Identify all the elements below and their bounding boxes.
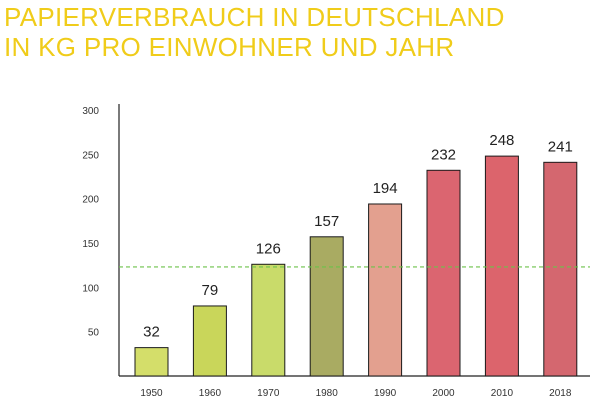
data-label-2018: 241	[548, 138, 573, 155]
chart-title-line-1: PAPIERVERBRAUCH IN DEUTSCHLAND	[4, 2, 505, 32]
data-labels: 32 79 126 157 194 232 248 241	[143, 132, 573, 341]
chart-title-line-2: IN KG PRO EINWOHNER UND JAHR	[4, 32, 455, 62]
bars	[134, 155, 578, 377]
y-tick-label-300: 300	[82, 106, 99, 117]
bar-2018	[543, 161, 578, 377]
x-tick-label-2010: 2010	[491, 388, 514, 399]
bar-2010	[484, 155, 519, 377]
y-tick-label-250: 250	[82, 150, 99, 161]
x-tick-label-1970: 1970	[257, 388, 280, 399]
x-tick-label-1960: 1960	[199, 388, 222, 399]
bar-1960	[192, 305, 227, 377]
x-tick-label-1950: 1950	[140, 388, 163, 399]
y-tick-label-200: 200	[82, 195, 99, 206]
data-label-1970: 126	[256, 240, 281, 257]
data-label-1980: 157	[314, 213, 339, 230]
x-tick-label-1990: 1990	[374, 388, 397, 399]
data-label-2010: 248	[489, 132, 514, 149]
x-tick-label-2000: 2000	[432, 388, 455, 399]
data-label-1990: 194	[373, 180, 398, 197]
chart-title: PAPIERVERBRAUCH IN DEUTSCHLAND IN KG PRO…	[4, 2, 505, 62]
x-axis-ticks: 1950 1960 1970 1980 1990 2000 2010 2018	[140, 388, 571, 399]
bar-2000	[426, 169, 461, 377]
x-tick-label-2018: 2018	[549, 388, 572, 399]
y-tick-label-150: 150	[82, 239, 99, 250]
bar-1950	[134, 347, 169, 377]
bar-1980	[309, 236, 344, 377]
data-label-1960: 79	[202, 282, 219, 299]
y-tick-label-50: 50	[88, 328, 100, 339]
y-tick-label-100: 100	[82, 283, 99, 294]
y-axis-ticks: 50 100 150 200 250 300	[82, 106, 99, 339]
bar-1970	[251, 263, 286, 377]
data-label-2000: 232	[431, 146, 456, 163]
data-label-1950: 32	[143, 324, 160, 341]
bar-1990	[368, 203, 403, 377]
x-tick-label-1980: 1980	[316, 388, 339, 399]
